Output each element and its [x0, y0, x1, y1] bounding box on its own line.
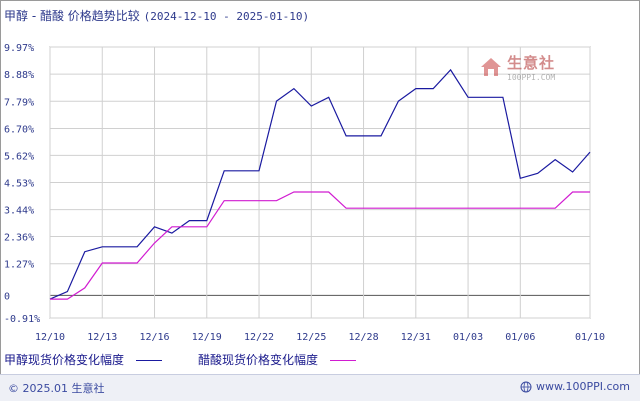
- house-logo-icon: [481, 58, 501, 76]
- y-tick-label: -0.91%: [4, 314, 40, 325]
- x-tick-label: 01/10: [575, 332, 605, 343]
- footer-site-link[interactable]: www.100PPI.com: [536, 380, 630, 393]
- x-tick-label: 12/16: [139, 332, 169, 343]
- y-tick-label: 6.70%: [4, 124, 34, 135]
- x-tick-label: 12/31: [401, 332, 431, 343]
- legend-label-series1: 甲醇现货价格变化幅度: [4, 353, 125, 367]
- y-tick-label: 0: [4, 291, 10, 302]
- watermark-brand: 生意社: [507, 54, 556, 72]
- legend-item-series1: 甲醇现货价格变化幅度: [4, 351, 162, 368]
- watermark-url: 100PPI.COM: [507, 73, 556, 82]
- y-tick-label: 7.79%: [4, 97, 34, 108]
- x-tick-label: 01/03: [453, 332, 483, 343]
- footer-bar: © 2025.01 生意社 www.100PPI.com: [0, 374, 640, 401]
- y-tick-label: 4.53%: [4, 179, 34, 190]
- globe-icon: [520, 381, 532, 392]
- x-tick-label: 01/06: [505, 332, 535, 343]
- chart-date-range: (2024-12-10 - 2025-01-10): [143, 10, 310, 23]
- footer-site[interactable]: www.100PPI.com: [520, 380, 630, 393]
- legend-label-series2: 醋酸现货价格变化幅度: [198, 353, 319, 367]
- y-tick-label: 5.62%: [4, 151, 34, 162]
- x-tick-label: 12/13: [87, 332, 117, 343]
- watermark: 生意社 100PPI.COM: [480, 52, 555, 82]
- chart-title-text: 甲醇 - 醋酸 价格趋势比较: [4, 9, 140, 23]
- y-tick-label: 1.27%: [4, 260, 34, 271]
- x-tick-label: 12/25: [296, 332, 326, 343]
- series-line-2: [50, 191, 590, 300]
- y-tick-label: 2.36%: [4, 233, 34, 244]
- legend-swatch-series1: [135, 360, 162, 361]
- x-tick-label: 12/10: [35, 332, 65, 343]
- legend-swatch-series2: [329, 360, 356, 361]
- y-tick-label: 9.97%: [4, 43, 34, 54]
- chart-title: 甲醇 - 醋酸 价格趋势比较 (2024-12-10 - 2025-01-10): [4, 7, 309, 24]
- footer-copyright: © 2025.01 生意社: [8, 382, 105, 395]
- y-tick-label: 3.44%: [4, 206, 34, 217]
- x-tick-label: 12/28: [348, 332, 378, 343]
- legend-item-series2: 醋酸现货价格变化幅度: [198, 351, 356, 368]
- y-tick-label: 8.88%: [4, 70, 34, 81]
- x-tick-label: 12/19: [192, 332, 222, 343]
- series-line-1: [49, 68, 591, 300]
- x-tick-label: 12/22: [244, 332, 274, 343]
